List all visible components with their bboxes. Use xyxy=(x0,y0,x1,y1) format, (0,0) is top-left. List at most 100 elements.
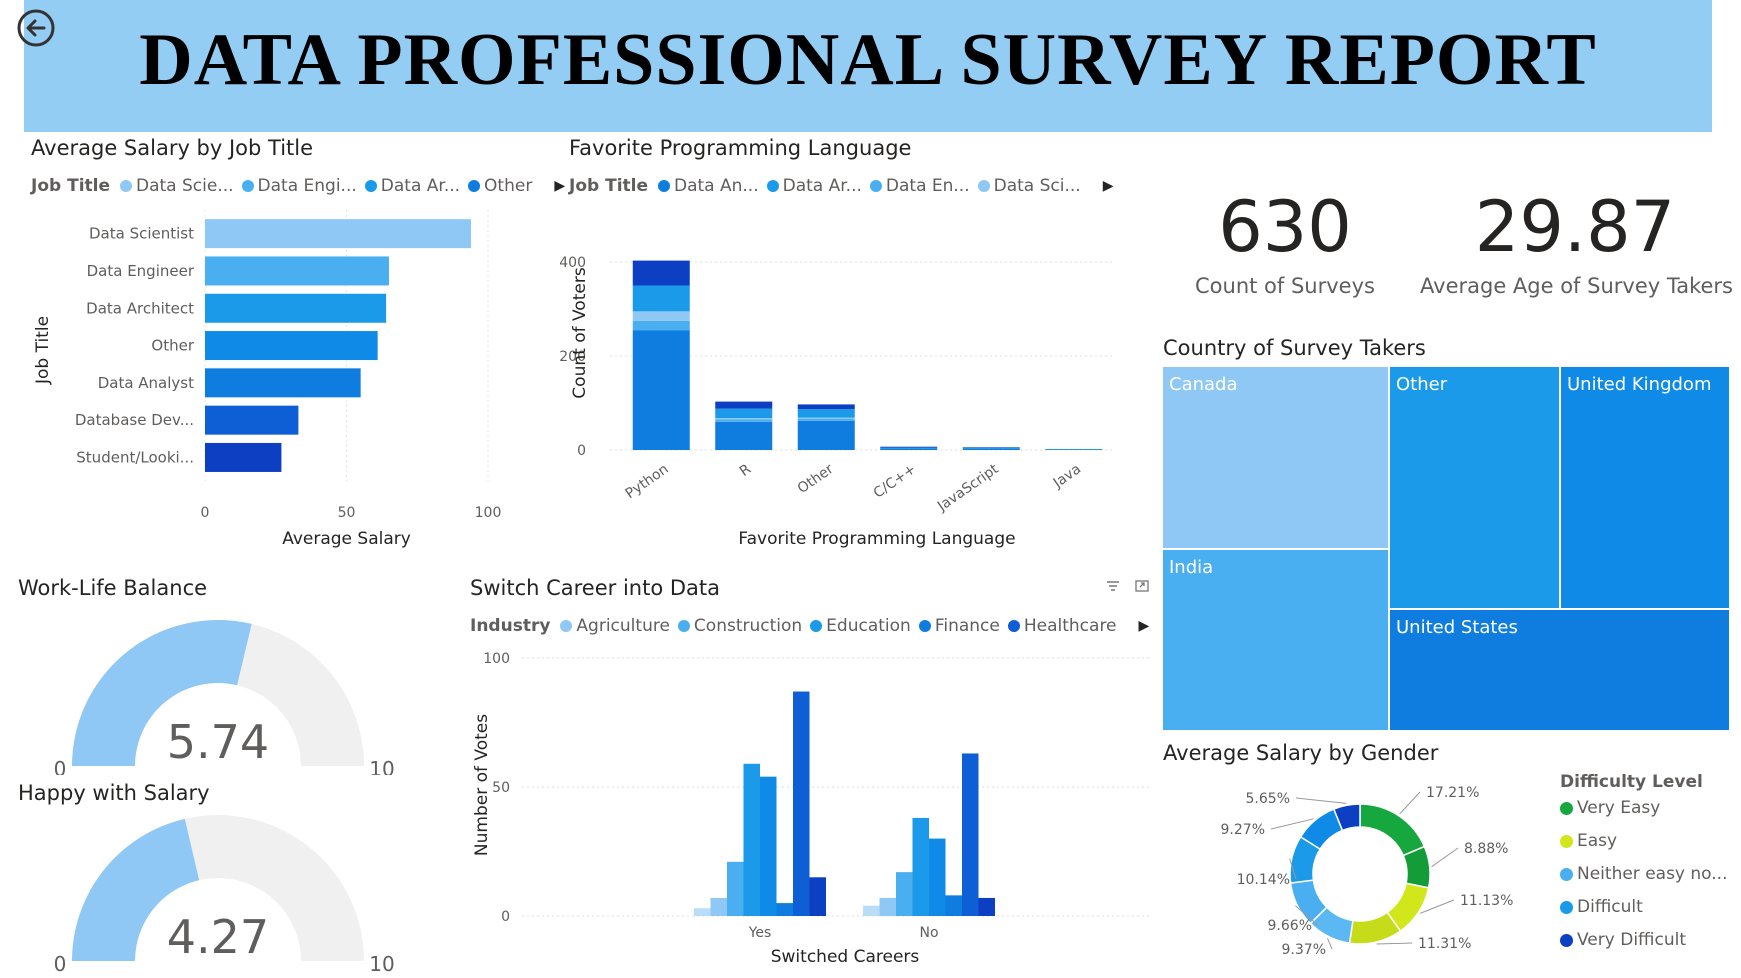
bar-segment[interactable] xyxy=(797,420,855,450)
bar-segment[interactable] xyxy=(715,401,773,409)
bar[interactable] xyxy=(776,903,794,916)
leader-line xyxy=(1295,905,1319,926)
bar-segment[interactable] xyxy=(632,311,690,321)
bar-segment[interactable] xyxy=(797,404,855,410)
legend-item[interactable]: Difficult xyxy=(1560,897,1740,917)
legend-dot xyxy=(560,620,573,632)
legend-label: Data Engi... xyxy=(257,176,357,196)
legend-next-icon[interactable]: ▶ xyxy=(1102,178,1114,194)
gauge-min-label: 0 xyxy=(54,757,67,775)
legend-item[interactable]: Construction xyxy=(677,616,802,636)
bar[interactable] xyxy=(962,753,979,916)
x-tick-label: No xyxy=(919,925,938,941)
bar[interactable] xyxy=(793,691,810,916)
legend-item[interactable]: Data An... xyxy=(658,176,759,196)
legend-label: Data Scie... xyxy=(136,176,234,196)
bar-segment[interactable] xyxy=(715,419,773,422)
bar[interactable] xyxy=(978,897,996,916)
bar-segment[interactable] xyxy=(880,446,938,448)
legend-item[interactable]: Very Difficult xyxy=(1560,930,1740,950)
bar[interactable] xyxy=(945,895,963,916)
legend-item[interactable]: Data Sci... xyxy=(977,176,1081,196)
bar[interactable] xyxy=(205,368,361,398)
bar[interactable] xyxy=(743,763,761,916)
legend-item[interactable]: Data Ar... xyxy=(364,176,460,196)
treemap-tile[interactable]: Other xyxy=(1390,367,1559,608)
treemap-tile[interactable]: United States xyxy=(1390,610,1729,730)
legend-item[interactable]: Other xyxy=(468,176,532,196)
x-tick-label: C/C++ xyxy=(871,461,919,501)
language-title: Favorite Programming Language xyxy=(569,136,912,160)
legend-dot xyxy=(1560,834,1573,848)
treemap-tile[interactable]: United Kingdom xyxy=(1561,367,1729,608)
bar[interactable] xyxy=(205,219,472,249)
focus-mode-icon[interactable] xyxy=(1134,578,1150,594)
legend-label: Data An... xyxy=(674,176,759,196)
bar[interactable] xyxy=(205,256,389,286)
legend-item[interactable]: Finance xyxy=(918,616,1000,636)
legend-dot xyxy=(241,180,254,192)
bar[interactable] xyxy=(809,877,827,916)
work-life-title: Work-Life Balance xyxy=(18,576,208,600)
bar-segment[interactable] xyxy=(632,330,690,450)
legend-item[interactable]: Neither easy no... xyxy=(1560,864,1740,884)
filter-icon[interactable] xyxy=(1105,578,1121,594)
bar[interactable] xyxy=(760,776,777,916)
bar-segment[interactable] xyxy=(632,285,690,312)
treemap-tile[interactable]: Canada xyxy=(1163,367,1388,548)
bar-segment[interactable] xyxy=(715,421,773,450)
language-legend[interactable]: Job Title Data An... Data Ar... Data En... D… xyxy=(569,176,1113,196)
legend-item[interactable]: Data En... xyxy=(869,176,970,196)
legend-dot xyxy=(977,180,990,192)
legend-item[interactable]: Education xyxy=(810,616,911,636)
bar[interactable] xyxy=(205,331,378,361)
career-title: Switch Career into Data xyxy=(470,576,721,600)
legend-item[interactable]: Data Engi... xyxy=(241,176,357,196)
legend-dot xyxy=(1560,933,1573,947)
treemap-tile[interactable]: India xyxy=(1163,550,1388,730)
bar[interactable] xyxy=(205,442,282,472)
bar[interactable] xyxy=(205,293,387,323)
legend-item[interactable]: Data Ar... xyxy=(766,176,862,196)
legend-next-icon[interactable]: ▶ xyxy=(554,178,566,194)
bar-segment[interactable] xyxy=(715,418,773,420)
bar[interactable] xyxy=(205,405,299,435)
job-salary-legend[interactable]: Job Title Data Scie... Data Engi... Data Ar… xyxy=(31,176,565,196)
bar[interactable] xyxy=(727,861,744,916)
bar-segment[interactable] xyxy=(962,447,1020,449)
bar-segment[interactable] xyxy=(797,418,855,421)
legend-dot xyxy=(1007,620,1020,632)
legend-item[interactable]: Agriculture xyxy=(560,616,670,636)
bar[interactable] xyxy=(879,897,897,916)
bar-segment[interactable] xyxy=(880,448,938,450)
bar-segment[interactable] xyxy=(880,447,938,449)
legend-label: Data En... xyxy=(885,176,970,196)
donut-slice[interactable] xyxy=(1332,803,1361,832)
gauge-max-label: 10 xyxy=(369,757,394,775)
career-legend[interactable]: Industry Agriculture Construction Education… xyxy=(470,616,1149,636)
donut-slice[interactable] xyxy=(1359,803,1426,857)
bar-segment[interactable] xyxy=(797,409,855,418)
job-salary-chart: 0 50 100 Data Scientist Data Engineer Data Ar… xyxy=(33,210,501,549)
legend-item[interactable]: Easy xyxy=(1560,831,1740,851)
legend-item[interactable]: Very Easy xyxy=(1560,798,1740,818)
x-tick-label: 50 xyxy=(338,505,356,521)
bar-segment[interactable] xyxy=(632,260,690,286)
bar-segment[interactable] xyxy=(632,320,690,331)
legend-item[interactable]: Healthcare xyxy=(1007,616,1117,636)
bar-segment[interactable] xyxy=(962,448,1020,450)
bar[interactable] xyxy=(863,905,880,916)
back-arrow-icon[interactable] xyxy=(16,8,56,48)
bar[interactable] xyxy=(896,872,913,916)
legend-item[interactable]: Data Scie... xyxy=(120,176,234,196)
bar[interactable] xyxy=(912,817,930,916)
difficulty-legend[interactable]: Difficulty Level Very Easy Easy Neither ea… xyxy=(1560,772,1740,950)
bar-segment[interactable] xyxy=(797,417,855,419)
bar-segment[interactable] xyxy=(715,408,773,419)
legend-next-icon[interactable]: ▶ xyxy=(1138,618,1150,634)
y-tick-label: Student/Looki... xyxy=(76,448,194,466)
bar[interactable] xyxy=(929,838,946,916)
legend-label: Education xyxy=(826,616,911,636)
bar[interactable] xyxy=(710,897,728,916)
bar[interactable] xyxy=(694,908,711,916)
